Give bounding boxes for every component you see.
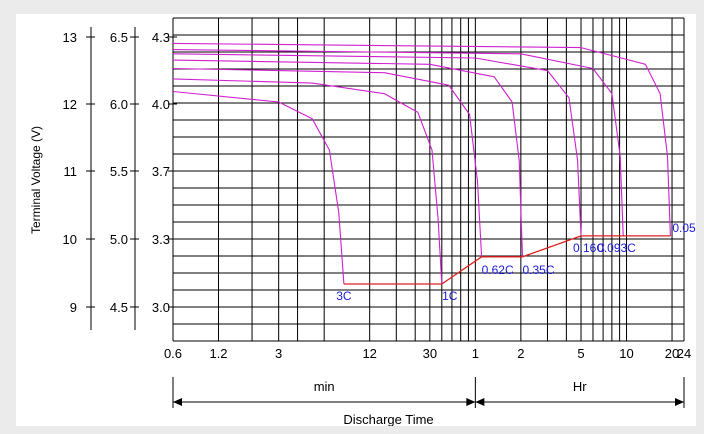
rate-label: 3C bbox=[336, 289, 352, 303]
arrow-left-icon bbox=[475, 398, 484, 406]
y-tick-label: 3.7 bbox=[152, 164, 170, 179]
y-tick-label: 4.3 bbox=[152, 30, 170, 45]
y-tick-label: 11 bbox=[64, 164, 78, 179]
discharge-curve-1C bbox=[173, 79, 442, 284]
y-tick-label: 4.5 bbox=[110, 300, 128, 315]
rate-label: 0.35C bbox=[522, 263, 554, 277]
arrow-left-icon bbox=[173, 398, 182, 406]
chart-panel: 13 12 11 10 9 6.5 6.0 5.5 5.0 4.5 4.3 4.0 3.7 3.3 3.0 T… bbox=[16, 14, 696, 426]
y-tick-label: 5.0 bbox=[110, 232, 128, 247]
discharge-curve-0-093C bbox=[173, 50, 623, 236]
y-tick-label: 12 bbox=[63, 97, 77, 112]
discharge-curve-0-62C bbox=[173, 69, 482, 257]
x-tick-label: 12 bbox=[362, 346, 376, 361]
x-tick-label: 5 bbox=[577, 346, 584, 361]
rate-label: 0.05C bbox=[672, 221, 696, 235]
x-tick-label: 3 bbox=[275, 346, 282, 361]
y-tick-label: 10 bbox=[63, 232, 77, 247]
x-axis-label: Discharge Time bbox=[343, 412, 433, 426]
x-tick-label: 30 bbox=[423, 346, 437, 361]
y-tick-label: 6.0 bbox=[110, 97, 128, 112]
x-tick-label: 24 bbox=[677, 346, 691, 361]
y-tick-label: 4.0 bbox=[152, 97, 170, 112]
y-tick-label: 3.3 bbox=[152, 232, 170, 247]
discharge-chart: 1312111096.56.05.55.04.54.34.03.73.33.0T… bbox=[16, 14, 696, 426]
arrow-right-icon bbox=[675, 398, 684, 406]
x-tick-label: 1 bbox=[472, 346, 479, 361]
rate-label: 0.62C bbox=[482, 263, 514, 277]
x-tick-label: 10 bbox=[619, 346, 633, 361]
y-axis-label: Terminal Voltage (V) bbox=[29, 126, 43, 234]
y-tick-label: 6.5 bbox=[110, 30, 128, 45]
y-tick-label: 9 bbox=[70, 300, 77, 315]
y-tick-label: 5.5 bbox=[110, 164, 128, 179]
time-segment-label: Hr bbox=[573, 379, 587, 394]
x-tick-label: 2 bbox=[517, 346, 524, 361]
arrow-right-icon bbox=[466, 398, 475, 406]
discharge-curve-0-35C bbox=[173, 60, 523, 257]
y-tick-label: 3.0 bbox=[152, 300, 170, 315]
y-tick-label: 13 bbox=[63, 30, 77, 45]
x-tick-label: 0.6 bbox=[164, 346, 182, 361]
x-tick-label: 1.2 bbox=[209, 346, 227, 361]
time-segment-label: min bbox=[314, 379, 335, 394]
rate-label: 1C bbox=[442, 289, 458, 303]
rate-label: 0.093C bbox=[597, 241, 636, 255]
